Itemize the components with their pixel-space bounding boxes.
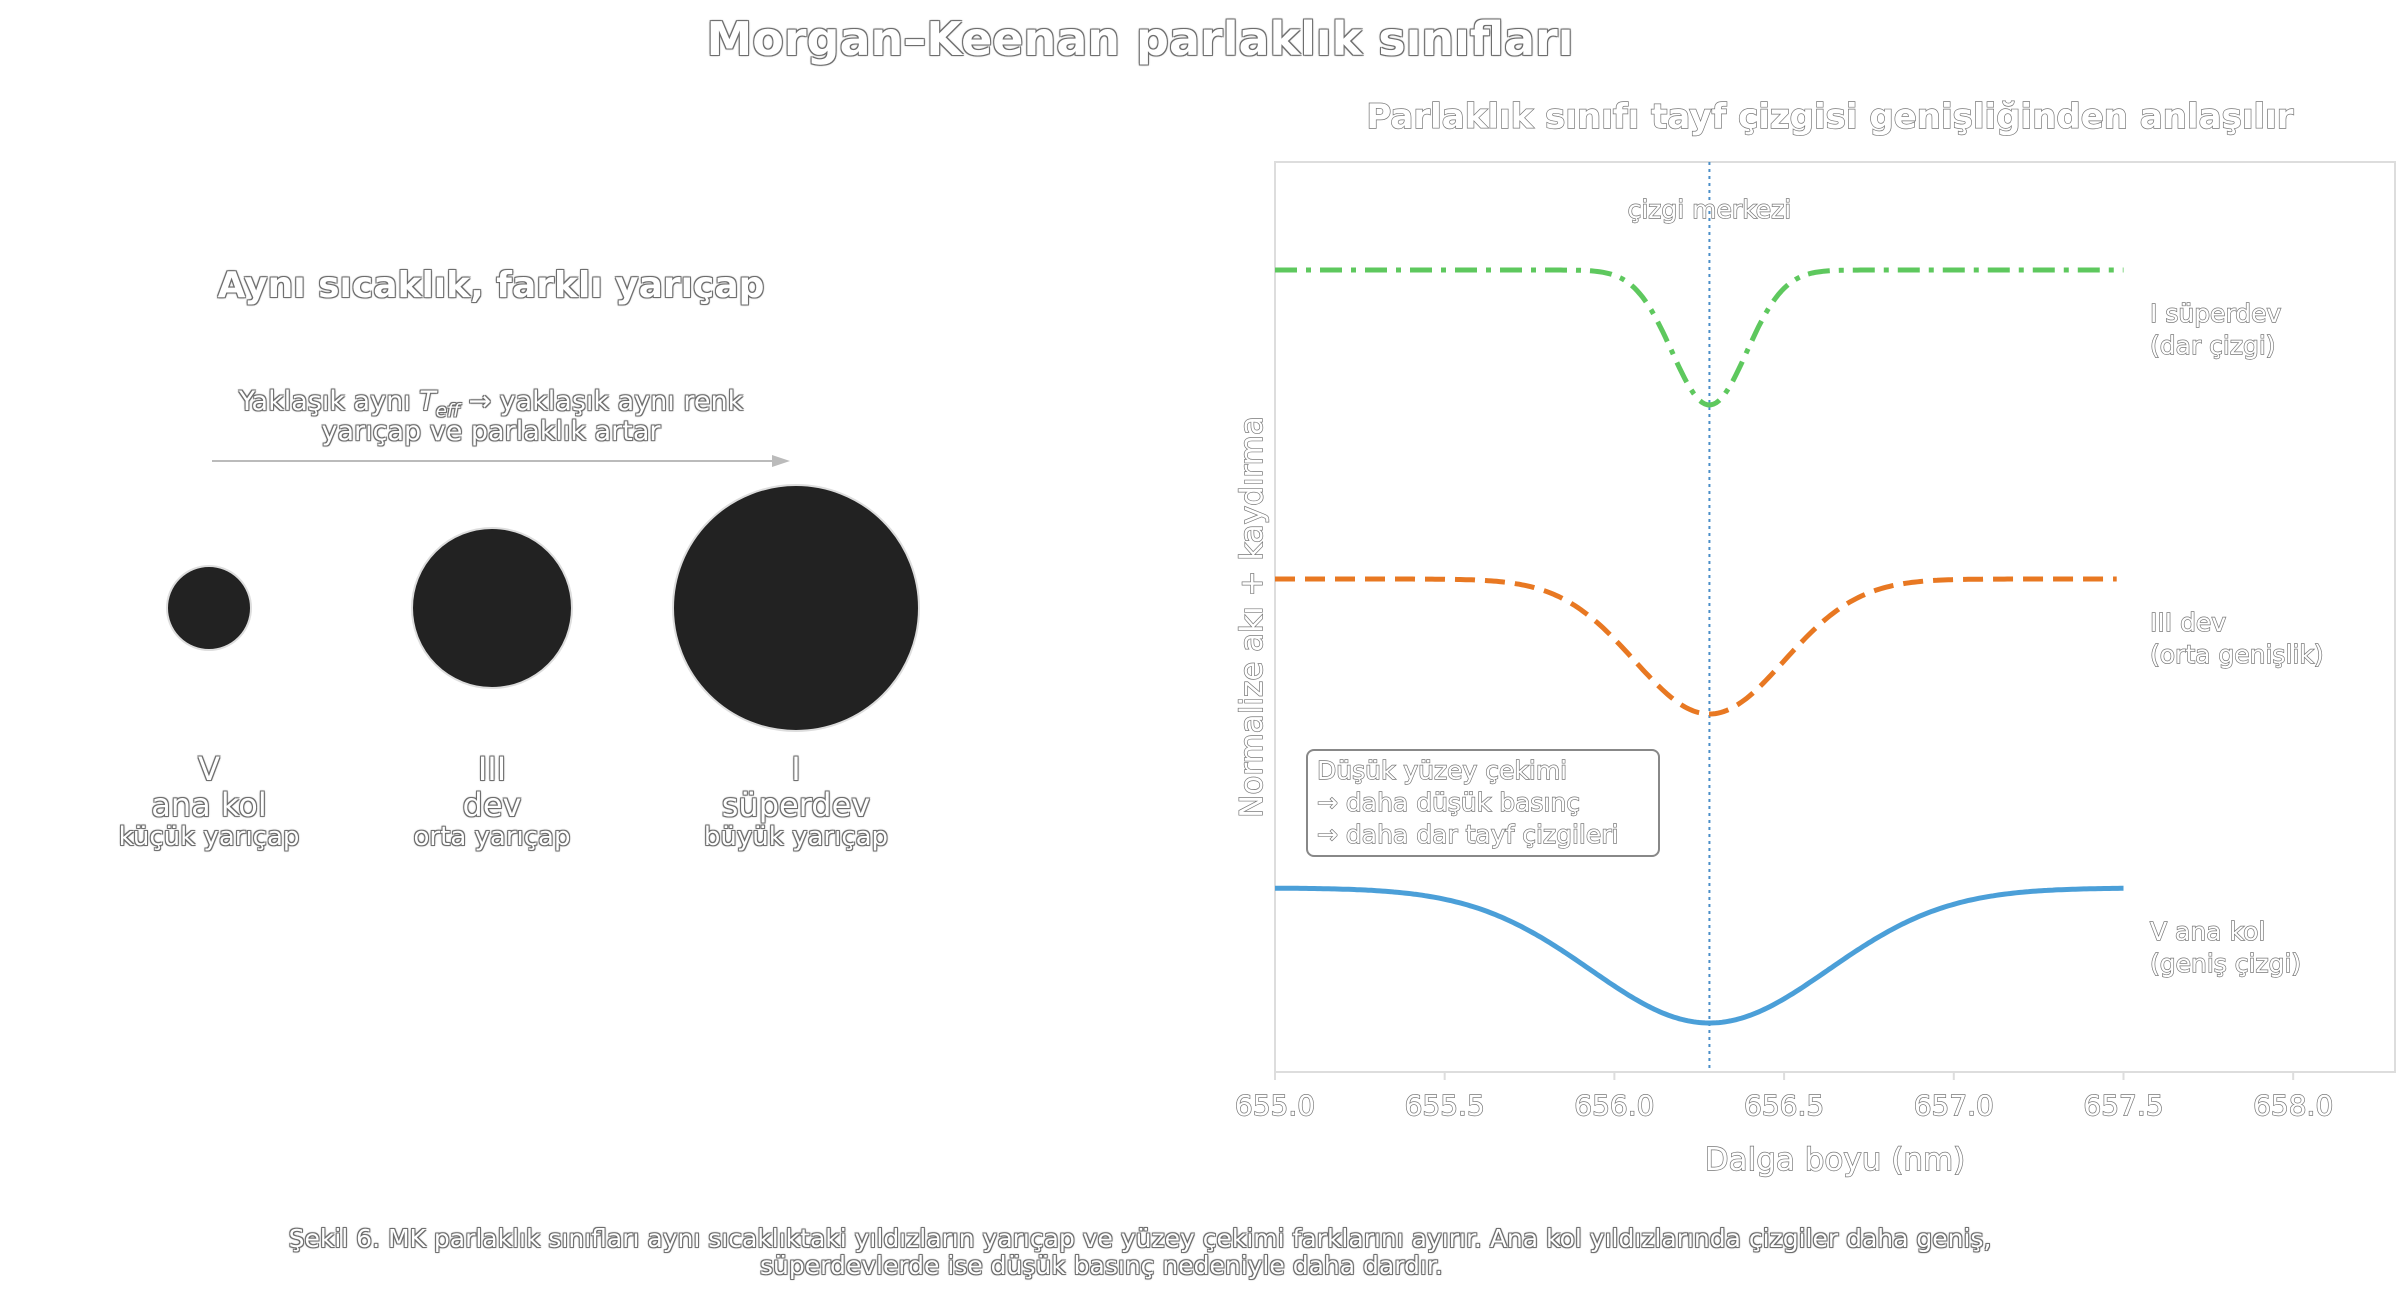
plot-frame — [1274, 161, 2396, 1073]
chart-title: Parlaklık sınıfı tayf çizgisi genişliğin… — [1366, 97, 2293, 137]
x-tick-label-5: 657.5 — [2083, 1089, 2163, 1122]
series-label-detail-2: (geniş çizgi) — [2150, 949, 2301, 978]
series-line-2 — [1275, 885, 2124, 1026]
left-panel-note: Yaklaşık aynı Teff → yaklaşık aynı renk — [239, 386, 743, 421]
radius-arrow — [212, 455, 790, 467]
x-tick-label-0: 655.0 — [1235, 1089, 1315, 1122]
note-prefix: Yaklaşık aynı — [238, 386, 420, 417]
series-label-detail-0: (dar çizgi) — [2150, 331, 2276, 360]
star-iii-name: dev — [462, 786, 522, 824]
note-suffix: → yaklaşık aynı renk — [459, 386, 744, 417]
series-line-1 — [1275, 576, 2117, 717]
annotation-line1: Düşük yüzey çekimi — [1317, 756, 1567, 785]
series-label-1: III dev — [2150, 608, 2226, 637]
x-tick-label-2: 656.0 — [1574, 1089, 1654, 1122]
x-axis: 655.0 655.5 656.0 656.5 657.0 657.5 658.0 — [1234, 1072, 2334, 1123]
annotation-box: Düşük yüzey çekimi → daha düşük basınç →… — [1306, 749, 1660, 857]
spectrum-chart: Parlaklık sınıfı tayf çizgisi genişliğin… — [1233, 96, 2396, 1179]
line-center-label: çizgi merkezi — [1628, 195, 1792, 224]
x-tick-label-3: 656.5 — [1744, 1089, 1824, 1122]
star-i-name: süperdev — [721, 786, 871, 824]
figure-title: Morgan–Keenan parlaklık sınıfları — [706, 12, 1574, 66]
star-i-roman: I — [791, 750, 801, 788]
x-tick-label-1: 655.5 — [1405, 1089, 1485, 1122]
star-v-circle — [166, 565, 252, 651]
annotation-line3: → daha dar tayf çizgileri — [1317, 820, 1618, 849]
x-tick-label-6: 658.0 — [2253, 1089, 2333, 1122]
annotation-line2: → daha düşük basınç — [1317, 788, 1580, 817]
y-axis-label: Normalize akı + kaydırma — [1234, 416, 1270, 818]
x-tick-label-4: 657.0 — [1914, 1089, 1994, 1122]
star-iii-size: orta yarıçap — [413, 822, 571, 852]
series-label-0: I süperdev — [2150, 299, 2282, 328]
series-label-2: V ana kol — [2150, 917, 2265, 946]
star-iii-circle — [411, 527, 573, 689]
star-v-roman: V — [198, 750, 220, 788]
left-panel-note-line2: yarıçap ve parlaklık artar — [321, 416, 661, 447]
star-i-circle — [672, 484, 920, 732]
series-line-0 — [1275, 267, 2124, 408]
star-v-name: ana kol — [151, 786, 267, 824]
series-label-detail-1: (orta genişlik) — [2150, 640, 2324, 669]
star-v-size: küçük yarıçap — [118, 822, 300, 852]
star-i-size: büyük yarıçap — [703, 822, 889, 852]
left-panel-title: Aynı sıcaklık, farklı yarıçap — [217, 265, 765, 306]
figure-caption-line1: Şekil 6. MK parlaklık sınıfları aynı sıc… — [288, 1224, 1992, 1253]
teff-symbol: Teff — [419, 386, 460, 422]
x-axis-label: Dalga boyu (nm) — [1705, 1142, 1966, 1178]
figure-caption-line2: süperdevlerde ise düşük basınç nedeniyle… — [760, 1251, 1443, 1280]
star-iii-roman: III — [477, 750, 507, 788]
